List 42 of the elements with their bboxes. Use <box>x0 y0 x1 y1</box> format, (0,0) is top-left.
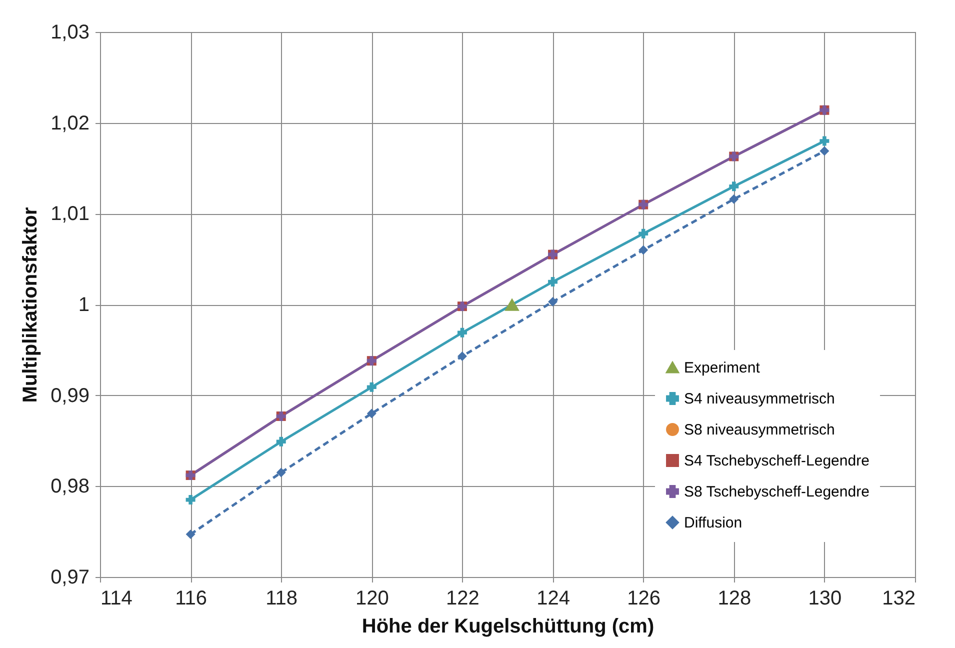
y-tick-label: 1,02 <box>50 112 90 134</box>
point <box>820 136 830 146</box>
y-tick-label: 1,03 <box>50 22 90 44</box>
point <box>504 298 520 311</box>
point <box>366 382 376 392</box>
y-tick-label: 0,98 <box>50 476 90 498</box>
y-tick-label: 0,97 <box>50 566 90 588</box>
point <box>548 277 558 287</box>
legend-label: S8 Tschebyscheff-Legendre <box>684 484 870 500</box>
legend-label: S4 niveausymmetrisch <box>684 390 835 408</box>
x-tick-label: 124 <box>536 588 570 610</box>
x-tick-label: 120 <box>355 588 389 610</box>
x-tick-label: 132 <box>882 588 916 610</box>
legend-label: S8 niveausymmetrisch <box>684 422 835 438</box>
point <box>276 468 286 478</box>
x-tick-label: 130 <box>808 588 842 610</box>
legend-label: Diffusion <box>684 514 742 532</box>
point <box>186 495 196 505</box>
y-tick-label: 1,01 <box>50 203 90 226</box>
x-tick-label: 116 <box>175 588 207 610</box>
x-tick-label: 122 <box>446 588 480 610</box>
point <box>457 352 467 362</box>
x-tick-label: 126 <box>627 588 661 610</box>
x-tick-label: 128 <box>718 588 752 610</box>
x-tick-label: 118 <box>266 588 298 610</box>
legend-label: Experiment <box>684 360 761 376</box>
point <box>729 194 739 204</box>
x-axis-title: Höhe der Kugelschüttung (cm) <box>362 616 654 638</box>
y-axis-title: Multiplikationsfaktor <box>20 207 42 403</box>
point <box>548 297 558 307</box>
point <box>457 328 467 338</box>
point <box>638 228 648 238</box>
x-tick-label: 114 <box>100 588 132 610</box>
y-tick-label: 1 <box>78 294 90 316</box>
point <box>638 245 648 255</box>
point <box>276 436 286 446</box>
point <box>820 146 830 156</box>
y-tick-label: 0,99 <box>50 384 90 407</box>
point <box>729 182 739 192</box>
legend-label: S4 Tschebyscheff-Legendre <box>684 452 870 470</box>
point <box>186 530 196 540</box>
point <box>366 408 376 418</box>
